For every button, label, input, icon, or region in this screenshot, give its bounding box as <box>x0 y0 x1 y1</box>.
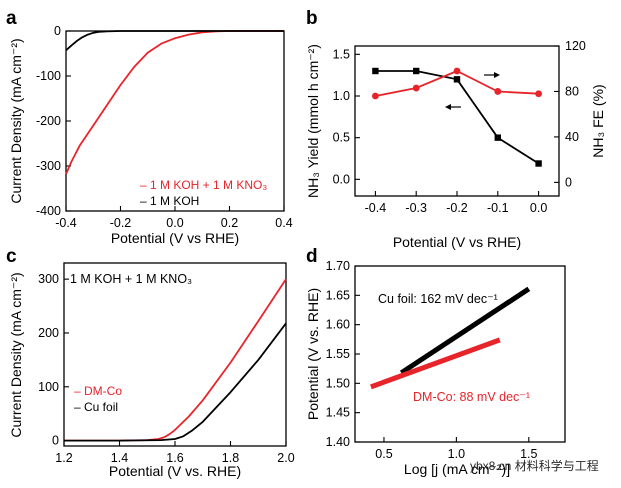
panel-b-ytick-label: 0.0 <box>333 172 350 186</box>
panel-b-nh3-fe-point <box>453 67 461 75</box>
panel-b-label: b <box>306 8 318 29</box>
panel-a-ticks: -0.4 -0.2 0.0 0.2 0.4 0 -100 -200 -300 -400 <box>36 24 293 230</box>
panel-d-xlabel: Log [j (mA cm⁻²)] <box>404 461 510 477</box>
panel-b-ytick-right-label: 80 <box>565 84 579 98</box>
panel-b-xlabel: Potential (V vs RHE) <box>393 234 521 250</box>
panel-a-xtick-label: -0.4 <box>55 216 77 230</box>
panel-b-nh3-yield-point <box>372 67 379 75</box>
panel-a-xtick-label: 0.0 <box>166 216 183 230</box>
panel-c-ytick-label: 200 <box>38 326 59 340</box>
panel-d-ytick-label: 1.65 <box>326 288 350 302</box>
panel-d-annotation-dmco: DM-Co: 88 mV dec⁻¹ <box>413 390 530 404</box>
panel-b-ytick-label: 0.5 <box>333 131 350 145</box>
panel-b-series <box>372 67 542 167</box>
panel-d-ticks: 0.5 1.0 1.5 1.40 1.45 1.50 1.55 1.60 1.65 1.70 <box>326 259 538 461</box>
panel-b-ticks: -0.4 -0.3 -0.2 -0.1 0.0 0.0 0.5 1.0 1.5 0 40 80 120 <box>333 39 586 215</box>
panel-c-title: 1 M KOH + 1 M KNO₃ <box>70 272 192 286</box>
panel-c-legend-red: – DM-Co <box>74 384 122 398</box>
panel-c-series <box>64 278 287 442</box>
panel-b-xtick-label: -0.1 <box>487 201 509 215</box>
panel-a-xtick-label: 0.2 <box>221 216 238 230</box>
panel-b-xtick-label: -0.3 <box>405 201 427 215</box>
panel-b-nh3-fe-point <box>535 90 542 98</box>
arrow-right-icon <box>484 72 500 78</box>
panel-d-xtick-label: 1.5 <box>520 447 537 461</box>
panel-a-series-1-m-koh <box>65 30 284 51</box>
panel-d-series <box>370 286 531 390</box>
panel-c-xtick-label: 1.8 <box>222 451 239 465</box>
panel-d-ytick-label: 1.70 <box>326 259 350 273</box>
panel-b-nh3-yield-line <box>375 70 540 165</box>
panel-a-series <box>65 30 284 175</box>
panel-d-ytick-label: 1.40 <box>326 435 350 449</box>
panel-b-nh3-fe-point <box>372 92 379 100</box>
panel-c-ytick-label: 300 <box>38 272 59 286</box>
panel-b-nh3-fe-point <box>412 84 420 92</box>
panel-d-ytick-label: 1.45 <box>326 406 350 420</box>
panel-c-xtick-label: 1.4 <box>111 451 128 465</box>
panel-b-nh3-fe-line <box>375 70 539 97</box>
panel-c-ytick-label: 0 <box>52 434 59 448</box>
panel-b-ylabel-right: NH₃ FE (%) <box>590 84 606 157</box>
panel-b-xtick-label: -0.4 <box>365 201 387 215</box>
panel-d-ytick-label: 1.55 <box>326 347 350 361</box>
panel-a-xlabel: Potential (V vs RHE) <box>111 230 239 246</box>
panel-a-ytick-label: 0 <box>54 24 61 38</box>
panel-d-xtick-label: 0.5 <box>375 447 392 461</box>
panel-d-series-dm-co <box>370 337 501 390</box>
panel-b-xtick-label: -0.2 <box>446 201 468 215</box>
panel-d-label: d <box>306 246 318 267</box>
panel-c-series-cu-foil <box>64 322 287 442</box>
panel-c-xtick-label: 1.6 <box>166 451 183 465</box>
panel-a-ytick-label: -100 <box>36 69 61 83</box>
panel-d-ytick-label: 1.50 <box>326 376 350 390</box>
panel-a-ytick-label: -300 <box>36 159 61 173</box>
panel-c-frame <box>63 262 287 447</box>
panel-a-legend-red: – 1 M KOH + 1 M KNO₃ <box>140 178 267 192</box>
panel-b-ylabel: NH₃ Yield (mmol h cm⁻²) <box>305 44 321 198</box>
panel-b-nh3-yield-point <box>535 160 542 167</box>
panel-b-ytick-label: 1.5 <box>333 47 350 61</box>
panel-a-ytick-label: -400 <box>36 204 61 218</box>
panel-c: c 1.2 1.4 1.6 1.8 2.0 0 100 200 300 1 M KOH + 1 … <box>6 246 295 479</box>
panel-b-ytick-right-label: 0 <box>565 175 572 189</box>
panel-b-nh3-yield-point <box>413 67 420 75</box>
panel-c-ytick-label: 100 <box>38 380 59 394</box>
panel-b: b -0.4 -0.3 -0.2 -0.1 0.0 0.0 0.5 1.0 1.5 0 40 80 12… <box>305 8 606 250</box>
panel-a-xtick-label: -0.2 <box>110 216 132 230</box>
panel-b-nh3-fe-point <box>494 88 502 95</box>
panel-a: a -0.4 -0.2 0.0 0.2 0.4 0 -100 -200 -300 -400 Pot… <box>6 8 293 246</box>
panel-b-xtick-label: 0.0 <box>530 201 547 215</box>
panel-c-xtick-label: 2.0 <box>277 451 294 465</box>
panel-b-ytick-right-label: 40 <box>565 130 579 144</box>
panel-d-xtick-label: 1.0 <box>448 447 465 461</box>
panel-b-nh3-yield-point <box>453 76 461 83</box>
panel-a-ytick-label: -200 <box>36 114 61 128</box>
panel-c-ylabel: Current Density (mA cm⁻²) <box>8 272 24 437</box>
panel-c-label: c <box>6 246 17 267</box>
panel-d-ytick-label: 1.60 <box>326 318 350 332</box>
panel-c-xtick-label: 1.2 <box>55 451 72 465</box>
panel-b-ytick-label: 1.0 <box>333 89 350 103</box>
panel-d-series-cu-foil <box>399 286 531 375</box>
watermark: ybx8.cn 材料科学与工程 <box>470 458 599 473</box>
panel-d-ylabel: Potential (V vs. RHE) <box>305 288 321 420</box>
panel-b-nh3-yield-point <box>494 134 501 141</box>
panel-c-xlabel: Potential (V vs. RHE) <box>109 463 241 479</box>
panel-a-ylabel: Current Density (mA cm⁻²) <box>8 38 24 203</box>
panel-c-legend-black: – Cu foil <box>74 400 118 414</box>
arrow-left-icon <box>445 104 461 110</box>
panel-d: d 0.5 1.0 1.51.401.451.501.551.601.651.70 … <box>305 246 599 477</box>
panel-a-xtick-label: 0.4 <box>275 216 292 230</box>
panel-b-ytick-right-label: 120 <box>565 39 586 53</box>
panel-a-label: a <box>6 8 17 29</box>
panel-a-series-1-m-koh-1-m-kno3 <box>65 30 284 175</box>
panel-c-series-dm-co <box>64 278 287 442</box>
panel-a-legend-black: – 1 M KOH <box>140 194 199 208</box>
panel-c-ticks: 1.2 1.4 1.6 1.8 2.0 0 100 200 300 <box>38 272 295 465</box>
panel-d-annotation-cu: Cu foil: 162 mV dec⁻¹ <box>378 292 498 306</box>
